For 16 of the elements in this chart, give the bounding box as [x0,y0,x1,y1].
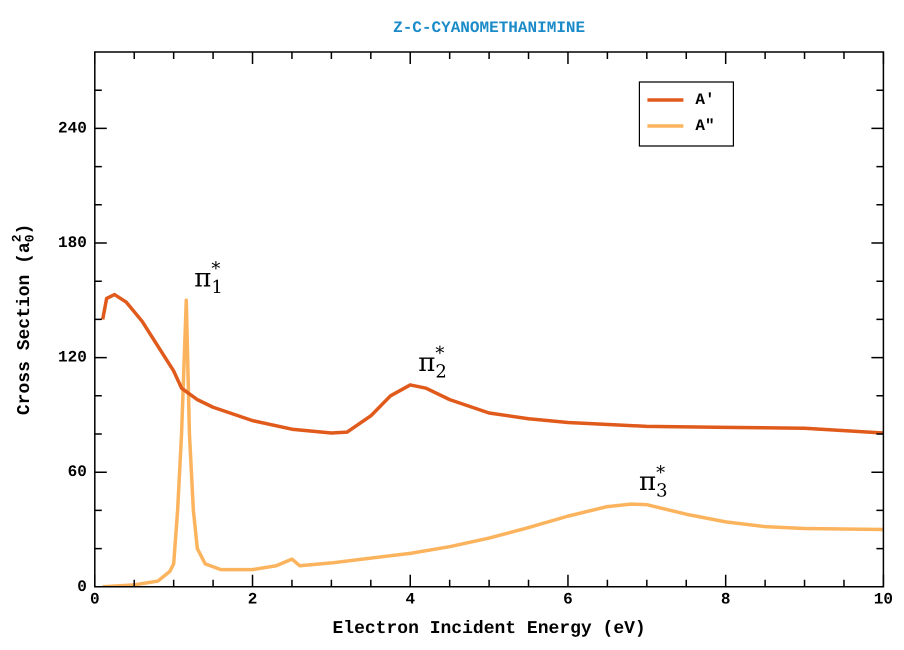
legend-label: A′ [695,91,715,110]
chart-title: Z-C-CYANOMETHANIMINE [393,19,586,38]
x-tick-label: 10 [874,590,893,608]
legend-label: A″ [695,117,715,136]
x-tick-label: 4 [405,590,416,608]
x-tick-label: 8 [720,590,730,608]
y-tick-label: 240 [58,119,87,138]
y-tick-label: 180 [58,234,87,252]
x-tick-label: 2 [248,590,258,608]
y-tick-label: 60 [68,463,87,482]
x-tick-label: 6 [563,590,573,608]
x-axis-title: Electron Incident Energy (eV) [332,618,646,639]
y-tick-label: 120 [58,348,87,367]
x-tick-label: 0 [90,590,100,608]
y-tick-label: 0 [77,578,87,596]
y-axis-title: Cross Section (a02) [10,224,38,416]
